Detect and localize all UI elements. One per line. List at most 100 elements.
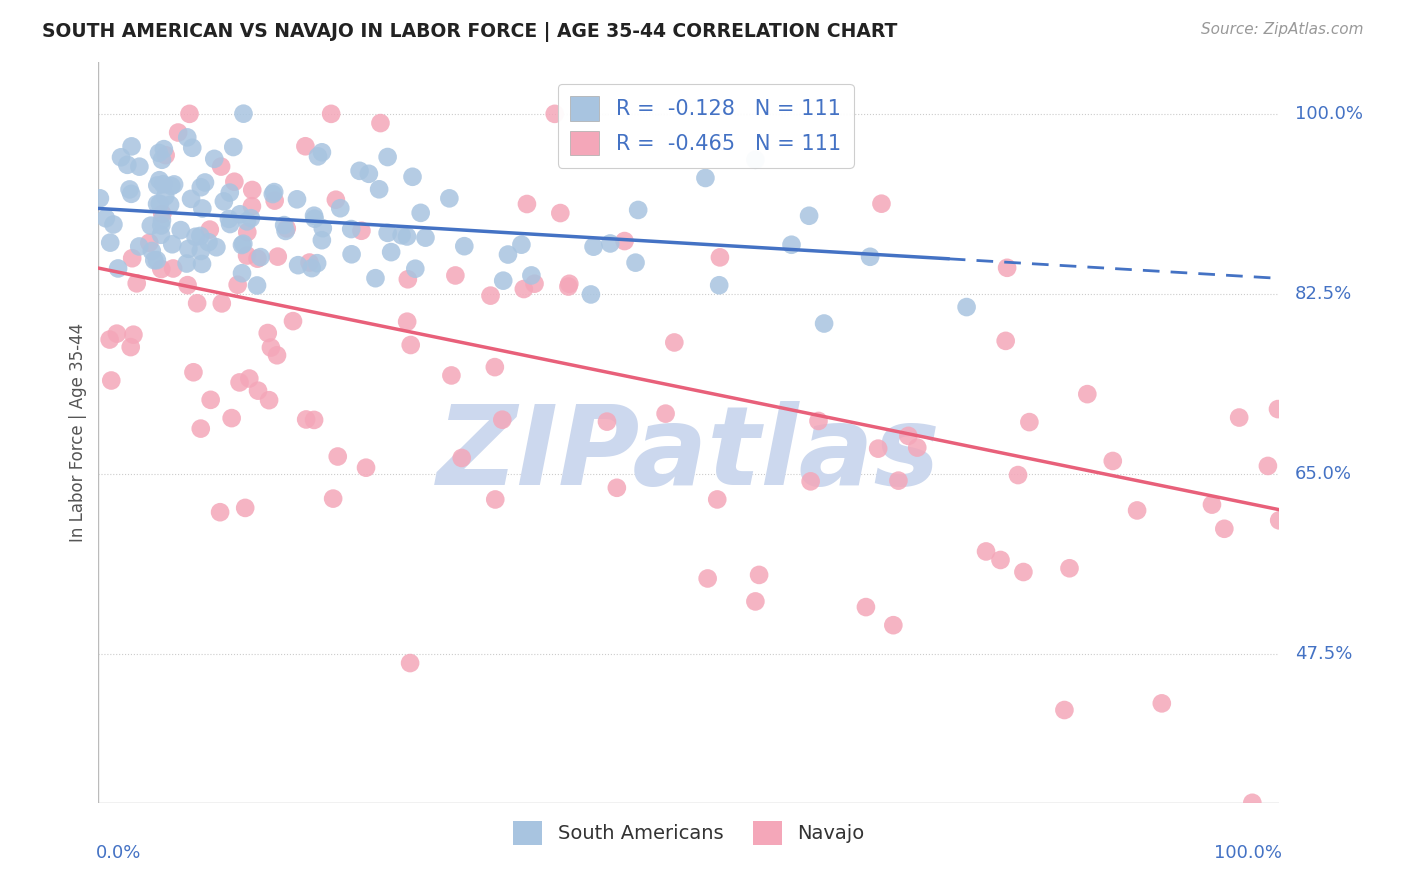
Point <box>202 152 225 166</box>
Point <box>859 250 882 264</box>
Point <box>380 245 402 260</box>
Point <box>453 239 475 253</box>
Point <box>1076 387 1098 401</box>
Point <box>267 250 290 264</box>
Point <box>159 198 181 212</box>
Point <box>143 253 166 268</box>
Point <box>146 178 169 193</box>
Point <box>780 237 803 252</box>
Point <box>377 150 399 164</box>
Point <box>181 141 204 155</box>
Point <box>654 407 676 421</box>
Y-axis label: In Labor Force | Age 35-44: In Labor Force | Age 35-44 <box>69 323 87 542</box>
Point <box>870 196 893 211</box>
Point <box>307 149 329 163</box>
Point <box>263 185 285 199</box>
Point <box>229 207 252 221</box>
Point <box>1126 503 1149 517</box>
Point <box>219 217 242 231</box>
Point <box>596 415 619 429</box>
Point <box>484 492 506 507</box>
Point <box>141 244 163 258</box>
Point <box>399 656 422 670</box>
Point <box>627 202 650 217</box>
Point <box>198 222 221 236</box>
Point <box>128 239 150 253</box>
Point <box>349 164 371 178</box>
Point <box>236 214 259 228</box>
Point <box>492 274 515 288</box>
Point <box>184 229 207 244</box>
Point <box>117 158 139 172</box>
Point <box>150 207 173 221</box>
Text: 65.0%: 65.0% <box>1295 465 1351 483</box>
Point <box>354 460 377 475</box>
Point <box>377 226 399 240</box>
Point <box>150 262 173 277</box>
Point <box>188 229 211 244</box>
Point <box>582 240 605 254</box>
Point <box>550 206 572 220</box>
Point <box>520 268 543 283</box>
Point <box>321 107 343 121</box>
Point <box>276 221 298 235</box>
Point <box>94 211 117 226</box>
Point <box>302 413 325 427</box>
Point <box>179 107 201 121</box>
Point <box>89 191 111 205</box>
Point <box>150 153 173 167</box>
Point <box>401 169 423 184</box>
Point <box>138 235 160 250</box>
Point <box>1257 458 1279 473</box>
Point <box>211 296 233 310</box>
Point <box>150 213 173 227</box>
Point <box>1227 410 1250 425</box>
Point <box>103 218 125 232</box>
Point <box>399 338 422 352</box>
Point <box>396 272 419 286</box>
Point <box>285 192 308 206</box>
Point <box>807 414 830 428</box>
Point <box>176 256 198 270</box>
Point <box>391 228 413 243</box>
Point <box>302 209 325 223</box>
Point <box>100 374 122 388</box>
Text: 82.5%: 82.5% <box>1295 285 1353 302</box>
Point <box>558 277 581 291</box>
Point <box>221 411 243 425</box>
Text: 100.0%: 100.0% <box>1213 844 1282 862</box>
Point <box>231 238 253 252</box>
Point <box>995 260 1018 275</box>
Point <box>150 219 173 233</box>
Point <box>325 193 347 207</box>
Point <box>146 253 169 268</box>
Point <box>326 450 349 464</box>
Point <box>191 202 214 216</box>
Point <box>263 194 285 208</box>
Point <box>121 139 143 153</box>
Point <box>155 189 177 203</box>
Point <box>370 116 392 130</box>
Point <box>322 491 344 506</box>
Point <box>364 271 387 285</box>
Point <box>813 317 835 331</box>
Text: SOUTH AMERICAN VS NAVAJO IN LABOR FORCE | AGE 35-44 CORRELATION CHART: SOUTH AMERICAN VS NAVAJO IN LABOR FORCE … <box>42 22 897 42</box>
Point <box>170 223 193 237</box>
Point <box>98 333 121 347</box>
Point <box>183 365 205 379</box>
Point <box>287 258 309 272</box>
Point <box>98 235 121 250</box>
Point <box>797 209 820 223</box>
Point <box>479 288 502 302</box>
Point <box>491 413 513 427</box>
Point <box>262 187 284 202</box>
Point <box>197 235 219 250</box>
Legend: South Americans, Navajo: South Americans, Navajo <box>505 813 873 853</box>
Point <box>744 594 766 608</box>
Point <box>120 186 142 201</box>
Point <box>311 145 333 160</box>
Text: 0.0%: 0.0% <box>96 844 142 862</box>
Point <box>148 145 170 160</box>
Point <box>1012 565 1035 579</box>
Point <box>1268 513 1291 527</box>
